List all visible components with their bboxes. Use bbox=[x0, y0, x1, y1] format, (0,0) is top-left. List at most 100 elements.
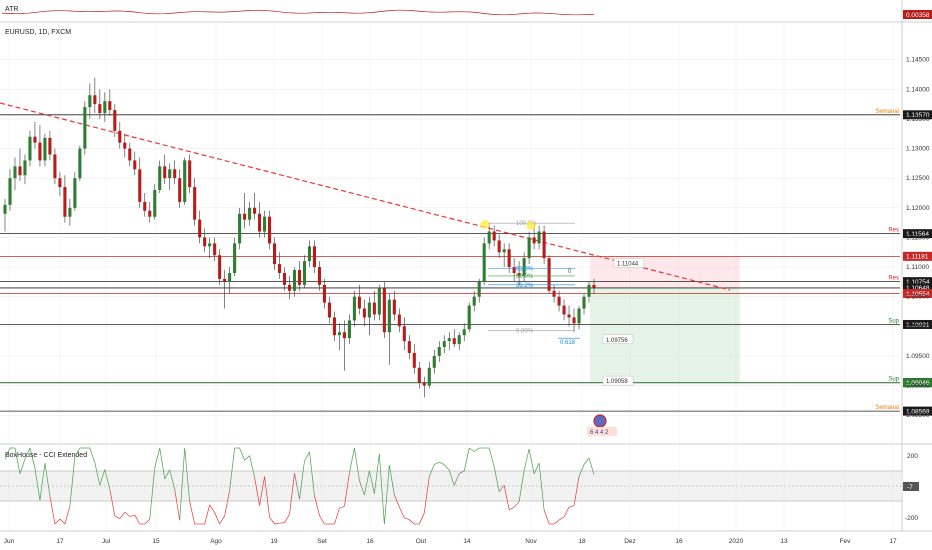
candle-body bbox=[467, 305, 471, 330]
price-axis-background bbox=[902, 0, 932, 550]
cci-line-segment bbox=[4, 447, 11, 460]
stop-loss-zone bbox=[590, 256, 740, 288]
event-marker-text: 6 4 4 2 bbox=[590, 430, 609, 436]
candle-body bbox=[168, 169, 172, 179]
candle-body bbox=[577, 308, 581, 324]
candle-body bbox=[78, 148, 82, 179]
candle-body bbox=[337, 332, 341, 336]
candle-body bbox=[272, 243, 277, 265]
candle-body bbox=[93, 95, 97, 105]
candle-body bbox=[8, 178, 12, 205]
event-marker[interactable]: 6 4 4 2 bbox=[587, 414, 617, 436]
cci-line-segment bbox=[49, 496, 56, 525]
cci-line-segment bbox=[553, 519, 560, 525]
candle-body bbox=[233, 243, 237, 273]
highlight-marker bbox=[480, 219, 490, 229]
cci-line-segment bbox=[558, 516, 565, 521]
candle-body bbox=[492, 231, 496, 241]
candle-body bbox=[487, 231, 491, 244]
target-label: 1.09058 bbox=[606, 379, 628, 385]
cci-lower-label: -200 bbox=[905, 515, 918, 522]
candle-body bbox=[58, 178, 62, 188]
cci-line-segment bbox=[179, 448, 186, 521]
cci-line-segment bbox=[39, 463, 46, 501]
cci-line-segment bbox=[54, 518, 61, 525]
cci-line-segment bbox=[189, 501, 196, 525]
cci-line-segment bbox=[344, 472, 350, 507]
candle-body bbox=[542, 231, 546, 259]
cci-line-segment bbox=[294, 473, 300, 500]
atr-value-box bbox=[903, 10, 932, 19]
candle-body bbox=[382, 287, 386, 333]
candle-body bbox=[342, 332, 346, 339]
time-tick-label: 19 bbox=[270, 538, 278, 545]
level-tag: Semanal bbox=[875, 405, 899, 411]
candle-body bbox=[33, 136, 37, 143]
fib-level-label: 50.0% bbox=[516, 274, 534, 280]
candle-body bbox=[462, 329, 466, 336]
cci-line-segment bbox=[19, 458, 26, 474]
cci-line-segment bbox=[423, 476, 430, 513]
level-price-label: 1.10554 bbox=[906, 291, 930, 298]
candle-body bbox=[507, 249, 511, 268]
candle-body bbox=[143, 201, 147, 211]
candle-body bbox=[148, 210, 152, 217]
atr-label: ATR bbox=[5, 6, 18, 13]
price-tick-label: 1.13000 bbox=[906, 146, 930, 153]
candle-body bbox=[208, 243, 212, 247]
candle-body bbox=[123, 142, 127, 149]
cci-line-segment bbox=[129, 514, 135, 517]
cci-line-segment bbox=[513, 501, 520, 508]
cci-line-segment bbox=[114, 515, 120, 520]
cci-line-segment bbox=[543, 509, 550, 525]
time-tick-label: 14 bbox=[463, 538, 471, 545]
symbol-label: EURUSD, 1D, FXCM bbox=[5, 29, 71, 36]
cci-line-segment bbox=[69, 456, 76, 507]
cci-line-segment bbox=[573, 476, 580, 506]
cci-line-segment bbox=[94, 462, 101, 486]
candle-body bbox=[43, 137, 47, 161]
fib-level-label: 61.8% bbox=[516, 266, 534, 272]
level-price-label: 1.10031 bbox=[906, 322, 930, 329]
candle-body bbox=[302, 261, 307, 285]
cci-line-segment bbox=[259, 476, 265, 506]
target-label: 1.09756 bbox=[606, 338, 628, 344]
cci-line-segment bbox=[463, 447, 470, 472]
candle-body bbox=[258, 213, 262, 232]
event-marker-icon[interactable] bbox=[593, 414, 607, 428]
candle-body bbox=[243, 213, 247, 220]
time-tick-label: 16 bbox=[366, 538, 374, 545]
cci-line-segment bbox=[409, 519, 415, 525]
level-price-label: 1.10754 bbox=[906, 279, 930, 286]
cci-line-segment bbox=[448, 470, 455, 486]
cci-line-segment bbox=[254, 477, 260, 506]
cci-line-segment bbox=[418, 512, 425, 525]
candle-body bbox=[352, 296, 356, 321]
candle-body bbox=[447, 338, 451, 342]
cci-line-segment bbox=[359, 480, 365, 496]
time-tick-label: 2020 bbox=[729, 538, 744, 545]
candle-body bbox=[402, 326, 406, 342]
candle-body bbox=[312, 246, 317, 268]
cci-line-segment bbox=[64, 506, 71, 525]
candle-body bbox=[587, 284, 591, 297]
candle-body bbox=[213, 243, 217, 256]
fibonacci-tool[interactable]: 100.0% 61.8% 50.0% 38.2% 0.00% 0.618 0 1.11044 1… bbox=[480, 219, 645, 386]
cci-line-segment bbox=[533, 462, 540, 474]
cci-line-segment bbox=[239, 447, 245, 461]
cci-line-segment bbox=[394, 494, 400, 508]
candle-body bbox=[138, 169, 142, 202]
candle-body bbox=[183, 160, 187, 202]
candle-body bbox=[592, 284, 596, 288]
cci-line-segment bbox=[124, 511, 131, 517]
cci-line-segment bbox=[144, 518, 151, 525]
cci-line-segment bbox=[568, 505, 575, 508]
dashed-trendline[interactable] bbox=[0, 102, 731, 291]
candle-body bbox=[268, 216, 272, 244]
level-tag: Sup bbox=[888, 377, 899, 383]
candle-body bbox=[133, 160, 137, 170]
candle-body bbox=[532, 237, 536, 244]
cci-line-segment bbox=[443, 464, 450, 471]
cci-line-segment bbox=[434, 461, 440, 465]
